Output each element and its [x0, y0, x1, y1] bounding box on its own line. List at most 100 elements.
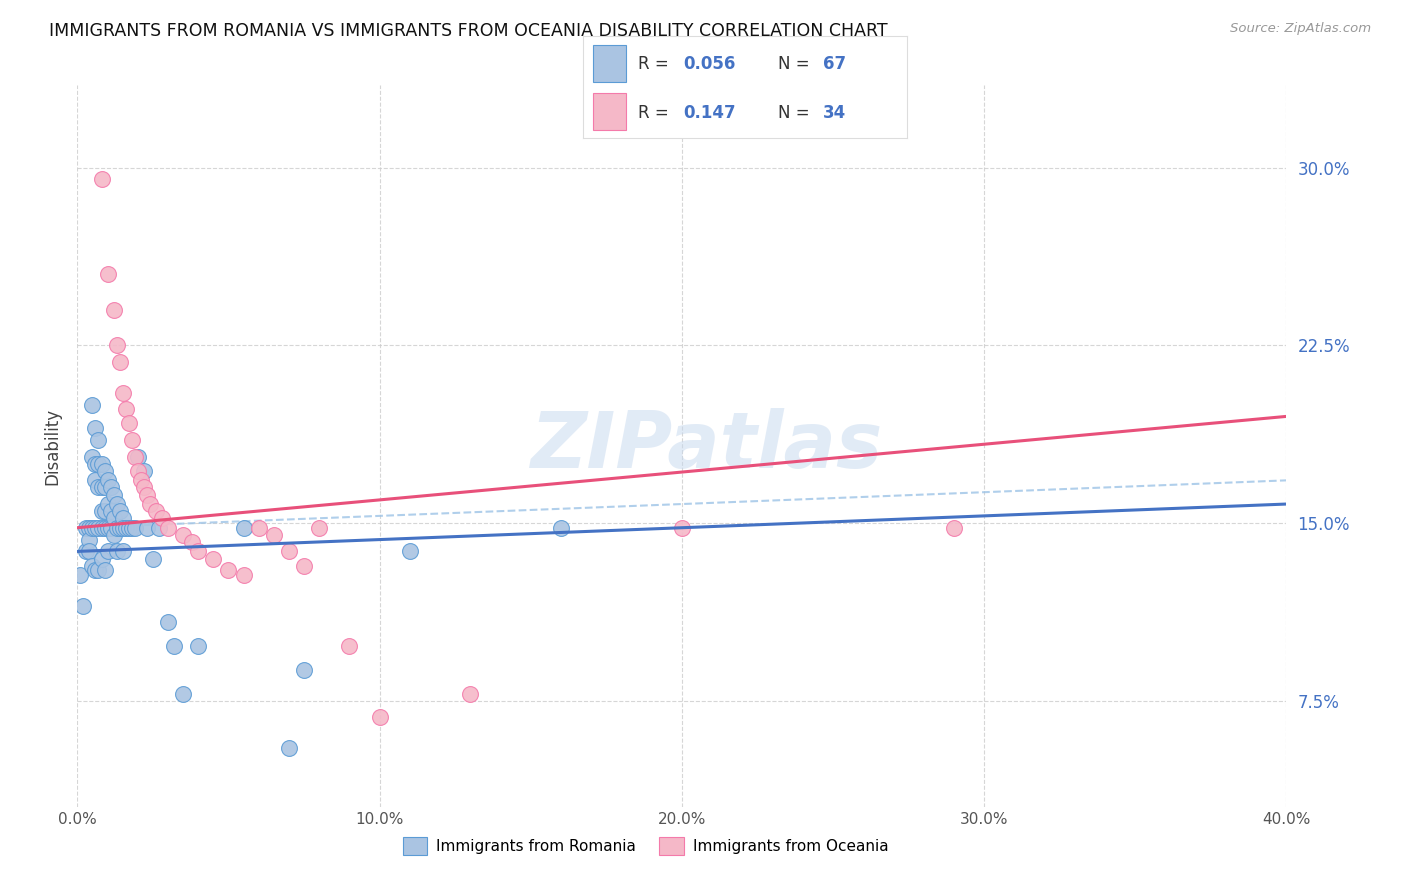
Point: [84, 563, 107, 577]
Point: [90, 521, 112, 535]
Text: ZIPatlas: ZIPatlas: [530, 408, 882, 484]
Point: [82, 450, 104, 464]
Point: [96, 497, 118, 511]
Point: [139, 497, 162, 511]
Y-axis label: Disability: Disability: [44, 408, 62, 484]
Point: [135, 521, 157, 535]
Point: [127, 464, 149, 478]
Point: [72, 599, 94, 613]
Point: [181, 535, 204, 549]
Text: IMMIGRANTS FROM ROMANIA VS IMMIGRANTS FROM OCEANIA DISABILITY CORRELATION CHART: IMMIGRANTS FROM ROMANIA VS IMMIGRANTS FR…: [49, 22, 887, 40]
Point: [105, 497, 128, 511]
Point: [111, 385, 134, 400]
Text: 34: 34: [823, 103, 846, 121]
Point: [93, 563, 115, 577]
Point: [278, 741, 301, 756]
Point: [84, 474, 107, 488]
Point: [100, 480, 122, 494]
Point: [90, 480, 112, 494]
Text: N =: N =: [778, 55, 814, 73]
Point: [127, 450, 149, 464]
Point: [129, 474, 152, 488]
Bar: [593, 93, 626, 130]
Text: Source: ZipAtlas.com: Source: ZipAtlas.com: [1230, 22, 1371, 36]
Point: [108, 355, 131, 369]
Point: [942, 521, 965, 535]
Point: [187, 544, 209, 558]
Legend: Immigrants from Romania, Immigrants from Oceania: Immigrants from Romania, Immigrants from…: [396, 831, 894, 861]
Point: [84, 521, 107, 535]
Text: R =: R =: [638, 103, 679, 121]
Point: [87, 521, 110, 535]
Point: [278, 544, 301, 558]
Bar: [593, 45, 626, 82]
Point: [458, 687, 481, 701]
Point: [142, 551, 165, 566]
Point: [105, 521, 128, 535]
Point: [118, 521, 141, 535]
Point: [87, 433, 110, 447]
Point: [157, 521, 180, 535]
Point: [111, 511, 134, 525]
Point: [90, 457, 112, 471]
Point: [121, 521, 143, 535]
Point: [172, 687, 194, 701]
Text: 67: 67: [823, 55, 846, 73]
Point: [79, 533, 101, 547]
Point: [93, 464, 115, 478]
Point: [263, 528, 285, 542]
Point: [124, 450, 146, 464]
Point: [75, 521, 97, 535]
Point: [79, 544, 101, 558]
Point: [292, 663, 315, 677]
Point: [90, 551, 112, 566]
Point: [96, 474, 118, 488]
Point: [187, 639, 209, 653]
Point: [103, 511, 125, 525]
Point: [108, 504, 131, 518]
Point: [103, 487, 125, 501]
Point: [232, 568, 254, 582]
Text: 0.147: 0.147: [683, 103, 737, 121]
Point: [100, 504, 122, 518]
Point: [93, 504, 115, 518]
Point: [79, 521, 101, 535]
Point: [124, 521, 146, 535]
Point: [157, 615, 180, 630]
Point: [368, 710, 391, 724]
Point: [202, 551, 225, 566]
Text: 0.056: 0.056: [683, 55, 737, 73]
Point: [84, 421, 107, 435]
Point: [103, 302, 125, 317]
Point: [550, 521, 572, 535]
Point: [337, 639, 360, 653]
Point: [118, 417, 141, 431]
Point: [87, 457, 110, 471]
Point: [96, 521, 118, 535]
Point: [308, 521, 330, 535]
Point: [399, 544, 422, 558]
Point: [75, 544, 97, 558]
Point: [105, 544, 128, 558]
Point: [111, 521, 134, 535]
Point: [150, 511, 173, 525]
Point: [163, 639, 186, 653]
Point: [232, 521, 254, 535]
Point: [132, 480, 155, 494]
Point: [93, 480, 115, 494]
Point: [96, 544, 118, 558]
Point: [108, 521, 131, 535]
Point: [111, 544, 134, 558]
Point: [114, 521, 136, 535]
Text: N =: N =: [778, 103, 814, 121]
Point: [87, 563, 110, 577]
Point: [93, 521, 115, 535]
Point: [103, 528, 125, 542]
Point: [82, 398, 104, 412]
Point: [87, 480, 110, 494]
Point: [84, 457, 107, 471]
Point: [132, 464, 155, 478]
Point: [135, 487, 157, 501]
Point: [292, 558, 315, 573]
Point: [82, 558, 104, 573]
